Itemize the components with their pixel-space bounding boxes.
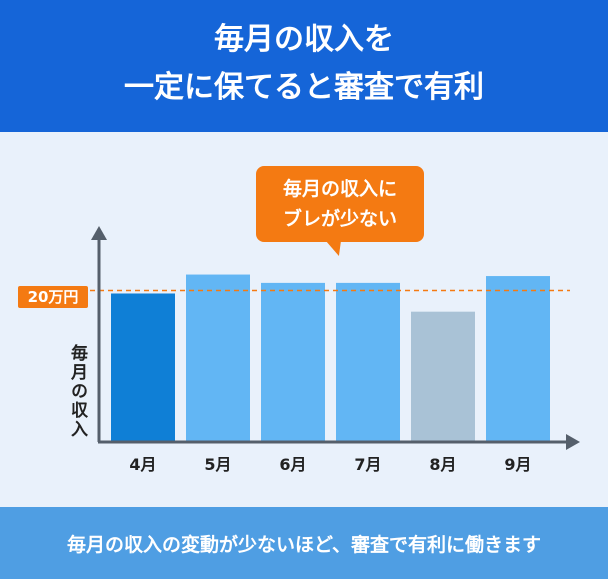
footer-banner: 毎月の収入の変動が少ないほど、審査で有利に働きます (0, 507, 608, 579)
y-axis-label: 毎月の収入 (67, 344, 87, 439)
callout-line-1: 毎月の収入に (282, 178, 397, 200)
footer-text: 毎月の収入の変動が少ないほど、審査で有利に働きます (66, 533, 542, 556)
x-tick-label: 8月 (429, 455, 456, 474)
title-line-1: 毎月の収入を (214, 22, 394, 57)
bar-1 (111, 293, 175, 442)
bar-6 (486, 276, 550, 442)
x-tick-label: 7月 (354, 455, 381, 474)
bar-5 (411, 311, 475, 442)
bar-4 (336, 282, 400, 442)
x-axis-arrow (566, 434, 580, 450)
x-tick-label: 5月 (204, 455, 231, 474)
callout-bubble: 毎月の収入に ブレが少ない (256, 166, 424, 242)
x-tick-label: 6月 (279, 455, 306, 474)
x-tick-label: 9月 (504, 455, 531, 474)
callout-line-2: ブレが少ない (282, 208, 397, 230)
y-axis-arrow (91, 226, 107, 240)
x-tick-label: 4月 (129, 455, 156, 474)
title-line-2: 一定に保てると審査で有利 (124, 70, 484, 105)
bar-2 (186, 274, 250, 442)
bar-3 (261, 282, 325, 442)
reference-line-label: 20万円 (18, 286, 88, 308)
title-banner: 毎月の収入を 一定に保てると審査で有利 (0, 0, 608, 132)
